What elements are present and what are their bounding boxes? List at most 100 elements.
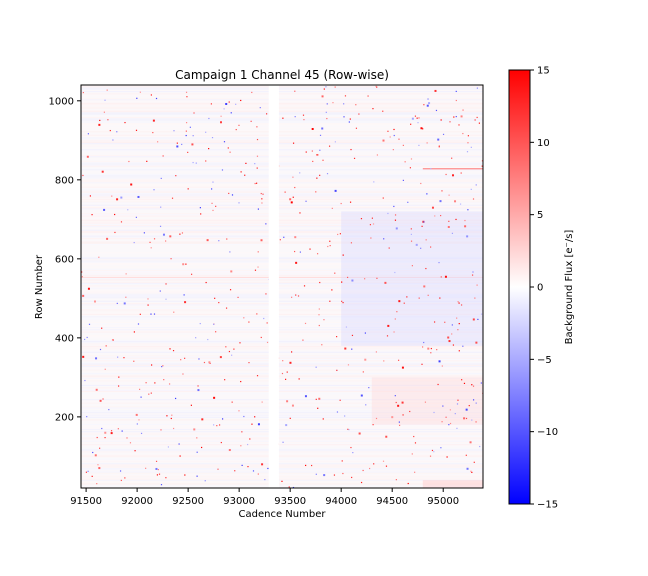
pixel-speckle	[150, 247, 152, 249]
pixel-speckle	[166, 415, 168, 417]
row-band	[81, 312, 483, 314]
pixel-speckle	[350, 148, 352, 151]
pixel-speckle	[282, 117, 284, 119]
pixel-speckle	[254, 416, 256, 418]
pixel-speckle	[117, 356, 119, 358]
row-band	[81, 451, 483, 453]
pixel-speckle	[440, 119, 442, 121]
pixel-speckle	[176, 142, 178, 144]
pixel-speckle	[472, 271, 474, 273]
x-tick-label: 94500	[376, 496, 408, 507]
pixel-speckle	[468, 404, 470, 407]
pixel-speckle	[350, 242, 353, 244]
pixel-speckle	[319, 134, 322, 136]
pixel-speckle	[109, 129, 111, 132]
pixel-speckle	[104, 99, 106, 101]
pixel-speckle	[204, 480, 206, 482]
pixel-speckle	[86, 336, 88, 339]
pixel-speckle	[286, 400, 289, 403]
row-band	[81, 435, 483, 438]
pixel-speckle	[336, 411, 339, 413]
pixel-speckle	[345, 326, 348, 328]
pixel-speckle	[171, 414, 173, 416]
row-band	[81, 412, 483, 414]
row-band	[81, 266, 483, 268]
pixel-speckle	[318, 314, 320, 316]
row-band	[81, 400, 483, 402]
pixel-speckle	[292, 142, 295, 144]
row-band	[81, 294, 483, 296]
pixel-speckle	[282, 441, 284, 443]
pixel-speckle	[213, 396, 216, 399]
row-band	[81, 199, 483, 202]
pixel-speckle	[467, 209, 469, 211]
pixel-speckle	[263, 317, 265, 320]
pixel-speckle	[372, 108, 374, 110]
pixel-speckle	[409, 410, 411, 413]
pixel-speckle	[459, 203, 462, 205]
pixel-speckle	[185, 263, 187, 265]
pixel-speckle	[401, 401, 404, 404]
pixel-speckle	[286, 371, 288, 373]
pixel-speckle	[225, 307, 228, 309]
row-band	[81, 204, 483, 206]
pixel-speckle	[323, 474, 326, 477]
pixel-speckle	[351, 476, 353, 479]
row-band	[81, 285, 483, 287]
row-band	[81, 173, 483, 176]
pixel-speckle	[182, 373, 184, 375]
pixel-speckle	[449, 409, 451, 411]
pixel-speckle	[410, 233, 412, 236]
pixel-speckle	[95, 357, 98, 360]
pixel-speckle	[347, 428, 349, 430]
pixel-speckle	[213, 323, 215, 325]
pixel-speckle	[439, 200, 442, 203]
pixel-speckle	[409, 167, 412, 169]
pixel-speckle	[211, 136, 214, 139]
row-band	[81, 313, 483, 315]
pixel-speckle	[441, 365, 443, 367]
pixel-speckle	[139, 388, 141, 390]
row-band	[81, 483, 483, 485]
pixel-speckle	[326, 117, 328, 120]
pixel-speckle	[111, 339, 114, 341]
pixel-speckle	[454, 200, 457, 203]
pixel-speckle	[387, 212, 389, 215]
pixel-speckle	[451, 232, 454, 234]
pixel-speckle	[413, 435, 415, 438]
row-band	[81, 309, 483, 311]
pixel-speckle	[147, 304, 149, 306]
pixel-speckle	[411, 117, 414, 120]
pixel-speckle	[481, 165, 483, 167]
pixel-speckle	[239, 342, 241, 344]
pixel-speckle	[328, 145, 331, 147]
pixel-speckle	[422, 128, 424, 130]
row-band	[81, 134, 483, 136]
pixel-speckle	[199, 207, 201, 209]
colorbar-tick-label: 10	[537, 138, 550, 149]
pixel-speckle	[192, 161, 194, 164]
pixel-speckle	[464, 225, 467, 228]
pixel-speckle	[430, 352, 432, 354]
pixel-speckle	[433, 321, 436, 323]
pixel-speckle	[457, 399, 459, 401]
pixel-speckle	[147, 298, 149, 300]
pixel-speckle	[333, 474, 336, 476]
row-band	[81, 336, 483, 338]
pixel-speckle	[458, 350, 460, 352]
pixel-speckle	[149, 241, 151, 243]
pixel-speckle	[436, 349, 438, 351]
row-band	[81, 300, 483, 302]
row-band	[81, 111, 483, 113]
pixel-speckle	[212, 181, 214, 183]
pixel-speckle	[411, 265, 413, 267]
pixel-speckle	[346, 276, 349, 279]
pixel-speckle	[467, 135, 469, 137]
pixel-speckle	[383, 238, 385, 240]
row-band	[81, 349, 483, 351]
row-band	[81, 292, 483, 294]
pixel-speckle	[456, 427, 458, 429]
pixel-speckle	[325, 111, 327, 113]
pixel-speckle	[176, 145, 179, 148]
